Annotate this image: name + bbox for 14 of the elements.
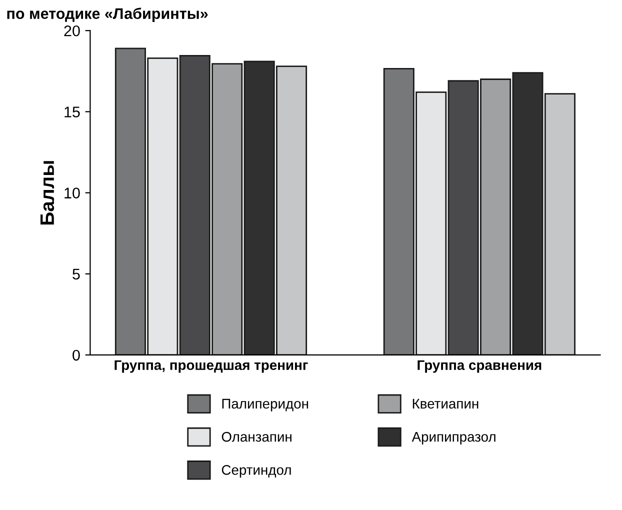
- y-tick-label: 5: [72, 268, 80, 280]
- legend-label: Оланзапин: [222, 432, 292, 442]
- x-tick-label: Группа сравнения: [418, 360, 542, 373]
- y-axis-title: Баллы: [40, 161, 54, 225]
- x-tick-label: Группа, прошедшая тренинг: [114, 360, 308, 373]
- legend-label: Сертиндол: [222, 465, 291, 478]
- y-tick-label: 20: [64, 25, 80, 36]
- y-tick-label: 10: [64, 188, 80, 198]
- legend-label: Палиперидон: [222, 398, 308, 412]
- legend-label: Арипипразол: [412, 432, 496, 444]
- chart-title: по методике «Лабиринты»: [7, 8, 208, 22]
- y-tick-label: 0: [72, 350, 80, 361]
- y-tick-label: 15: [64, 106, 80, 118]
- legend-label: Кветиапин: [412, 398, 478, 409]
